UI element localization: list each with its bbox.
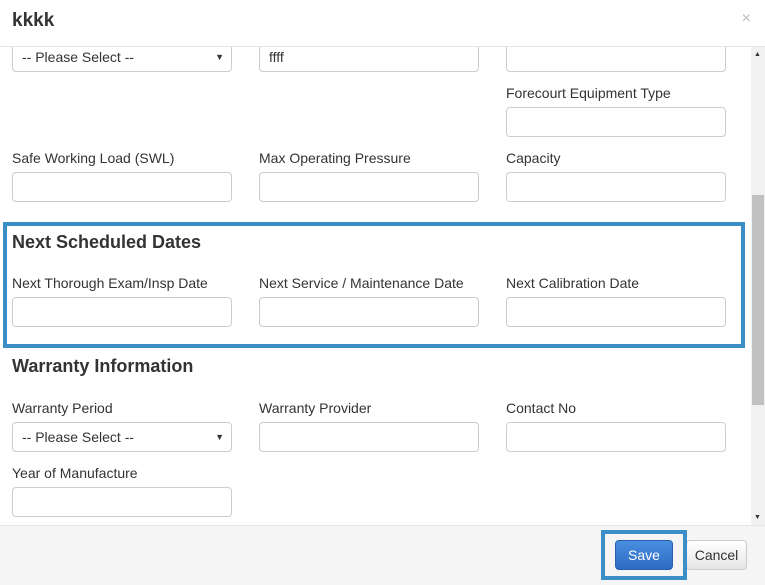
- select-value: -- Please Select --: [22, 49, 135, 65]
- exam-date-label: Next Thorough Exam/Insp Date: [12, 275, 208, 291]
- warranty-provider-input[interactable]: [259, 422, 479, 452]
- cancel-button[interactable]: Cancel: [686, 540, 747, 570]
- warranty-period-select[interactable]: -- Please Select -- ▼: [12, 422, 232, 452]
- forecourt-label: Forecourt Equipment Type: [506, 85, 671, 101]
- exam-date-input[interactable]: [12, 297, 232, 327]
- service-date-input[interactable]: [259, 297, 479, 327]
- close-icon[interactable]: ×: [741, 10, 751, 27]
- next-dates-heading: Next Scheduled Dates: [12, 232, 202, 252]
- contact-input[interactable]: [506, 422, 726, 452]
- caret-down-icon: ▼: [215, 432, 224, 442]
- pressure-input[interactable]: [259, 172, 479, 202]
- calibration-date-label: Next Calibration Date: [506, 275, 640, 291]
- select-value: -- Please Select --: [22, 429, 135, 445]
- contact-label: Contact No: [506, 400, 577, 416]
- warranty-provider-label: Warranty Provider: [259, 400, 372, 416]
- scroll-down-icon[interactable]: ▼: [754, 514, 761, 521]
- top-text-input[interactable]: ffff: [259, 47, 479, 72]
- scroll-up-icon[interactable]: ▲: [754, 51, 761, 58]
- warranty-period-label: Warranty Period: [12, 400, 113, 416]
- highlight-box: [3, 222, 745, 348]
- capacity-label: Capacity: [506, 150, 561, 166]
- year-input[interactable]: [12, 487, 232, 517]
- modal-header: kkkk ×: [0, 0, 765, 47]
- scrollbar-thumb[interactable]: [752, 195, 764, 405]
- forecourt-input[interactable]: [506, 107, 726, 137]
- modal-body: -- Please Select -- ▼ ffff Forecourt Equi…: [0, 47, 751, 525]
- year-label: Year of Manufacture: [12, 465, 138, 481]
- modal-title: kkkk: [12, 10, 55, 31]
- capacity-input[interactable]: [506, 172, 726, 202]
- caret-down-icon: ▼: [215, 52, 224, 62]
- service-date-label: Next Service / Maintenance Date: [259, 275, 464, 291]
- warranty-heading: Warranty Information: [12, 356, 194, 376]
- top-right-input[interactable]: [506, 47, 726, 72]
- top-select[interactable]: -- Please Select -- ▼: [12, 47, 232, 72]
- calibration-date-input[interactable]: [506, 297, 726, 327]
- save-highlight-box: [601, 530, 687, 580]
- save-button[interactable]: Save: [615, 540, 673, 570]
- swl-label: Safe Working Load (SWL): [12, 150, 175, 166]
- swl-input[interactable]: [12, 172, 232, 202]
- pressure-label: Max Operating Pressure: [259, 150, 411, 166]
